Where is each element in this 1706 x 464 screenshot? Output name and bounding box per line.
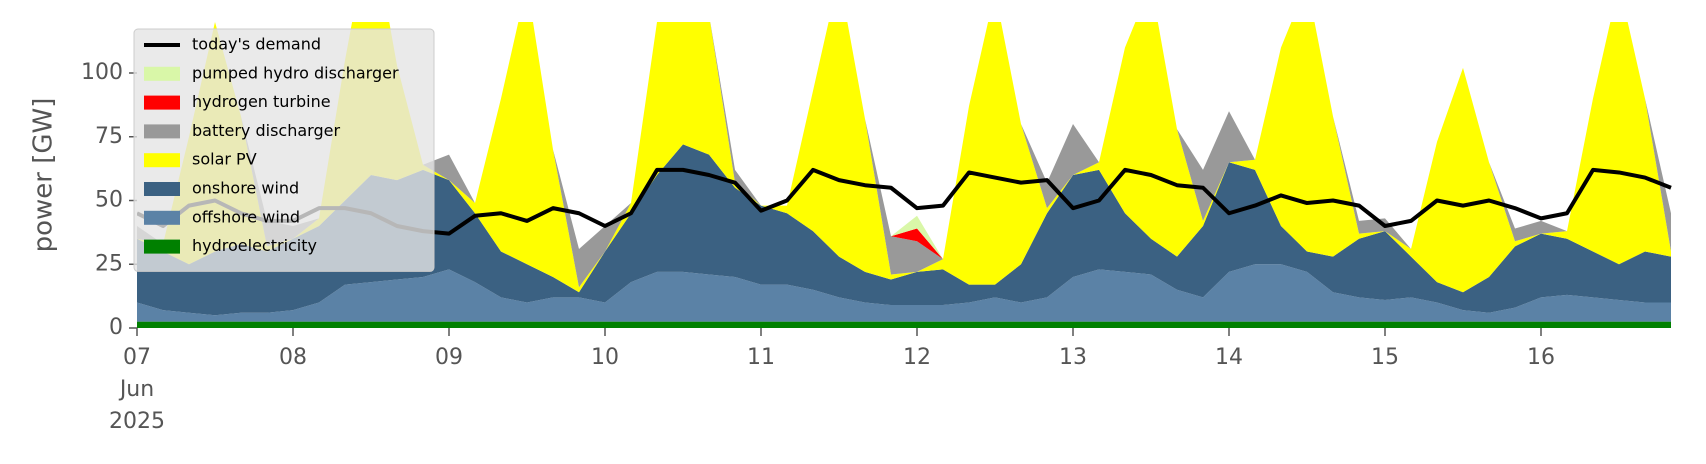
legend-swatch [144,210,180,225]
y-tick-label: 0 [109,315,123,340]
plot-area [137,22,1672,328]
area [137,22,1671,293]
legend-label: onshore wind [192,179,299,198]
legend-swatch [144,239,180,254]
axes: 0 25 50 75 100 07 Jun 2025 08 09 10 11 12 13 14 15 16 [81,60,1555,434]
legend-label: battery discharger [192,121,340,140]
legend-swatch [144,95,180,110]
area [137,264,1671,322]
y-tick-label: 100 [81,60,123,85]
legend-swatch [144,153,180,168]
y-tick-label: 50 [95,188,123,213]
legend-swatch [144,182,180,196]
area [137,144,1671,316]
x-tick-label: 11 [747,345,775,370]
x-tick-label: 15 [1371,345,1399,370]
area [137,321,1671,328]
y-axis-label: power [GW] [29,98,59,253]
x-tick-label: 10 [591,345,619,370]
legend-label: pumped hydro discharger [192,63,399,82]
x-tick-label: 16 [1527,345,1555,370]
legend-label: hydrogen turbine [192,92,331,111]
x-tick-label: 12 [903,345,931,370]
x-tick-label: 14 [1215,345,1243,370]
legend-label: offshore wind [192,207,300,226]
legend-label: today's demand [192,35,321,54]
legend-swatch [144,124,180,139]
x-tick-label: 13 [1059,345,1087,370]
y-tick-label: 25 [95,251,123,276]
legend-label: hydroelectricity [192,236,317,255]
legend-label: solar PV [192,150,257,169]
legend-swatch [144,66,180,81]
legend: today's demand pumped hydro discharger hyd… [133,28,435,272]
x-tick-label: 09 [435,345,463,370]
x-tick-label: 07 Jun 2025 [109,345,165,434]
legend-box [133,28,435,272]
x-tick-label: 08 [279,345,307,370]
y-tick-label: 75 [95,124,123,149]
